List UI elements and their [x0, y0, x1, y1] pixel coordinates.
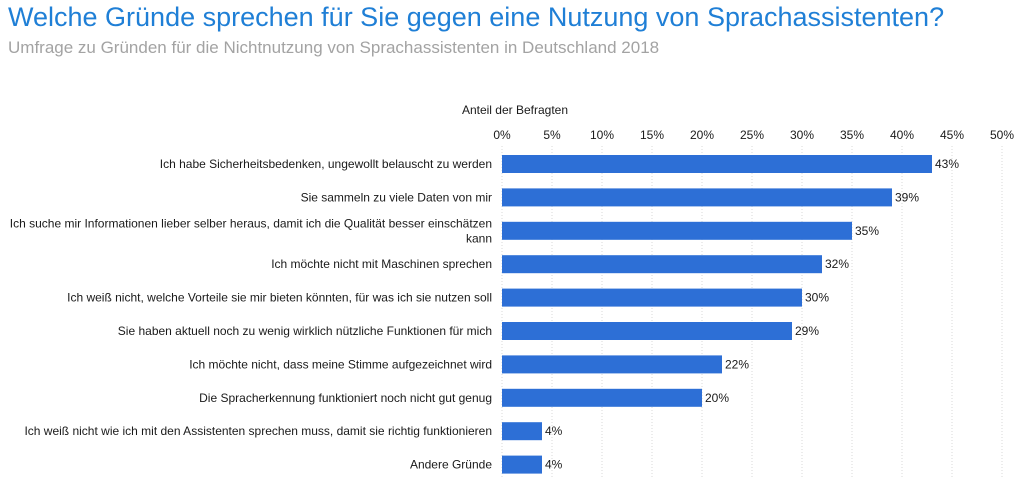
- value-label: 35%: [855, 224, 879, 238]
- category-label: Ich weiß nicht wie ich mit den Assistent…: [24, 424, 492, 438]
- x-tick-label: 50%: [990, 128, 1014, 142]
- bar: [502, 355, 722, 374]
- bar: [502, 221, 852, 240]
- bar: [502, 455, 542, 474]
- bar: [502, 188, 892, 207]
- value-label: 30%: [805, 291, 829, 305]
- category-label: Die Spracherkennung funktioniert noch ni…: [199, 391, 492, 405]
- category-label: Ich habe Sicherheitsbedenken, ungewollt …: [160, 157, 492, 171]
- bar: [502, 422, 542, 441]
- x-tick-label: 0%: [493, 128, 511, 142]
- category-label: Sie haben aktuell noch zu wenig wirklich…: [118, 324, 492, 338]
- x-tick-label: 20%: [690, 128, 714, 142]
- category-label: Ich suche mir Informationen lieber selbe…: [10, 216, 492, 245]
- bar: [502, 322, 792, 340]
- value-label: 43%: [935, 157, 959, 171]
- x-tick-label: 25%: [740, 128, 764, 142]
- x-tick-label: 5%: [543, 128, 561, 142]
- value-label: 4%: [545, 458, 563, 472]
- x-axis-label: Anteil der Befragten: [462, 103, 568, 117]
- x-tick-label: 10%: [590, 128, 614, 142]
- x-tick-label: 15%: [640, 128, 664, 142]
- bar: [502, 388, 702, 407]
- value-label: 22%: [725, 357, 749, 371]
- x-tick-label: 40%: [890, 128, 914, 142]
- bar: [502, 288, 802, 307]
- chart-title: Welche Gründe sprechen für Sie gegen ein…: [8, 2, 945, 32]
- bar: [502, 155, 932, 173]
- value-label: 32%: [825, 257, 849, 271]
- value-label: 39%: [895, 190, 919, 204]
- value-label: 29%: [795, 324, 819, 338]
- chart-subtitle: Umfrage zu Gründen für die Nichtnutzung …: [8, 38, 660, 57]
- category-label: Ich möchte nicht mit Maschinen sprechen: [271, 257, 492, 271]
- category-label: Ich weiß nicht, welche Vorteile sie mir …: [67, 291, 492, 305]
- value-label: 20%: [705, 391, 729, 405]
- bar: [502, 255, 822, 274]
- x-tick-label: 30%: [790, 128, 814, 142]
- category-label: Ich möchte nicht, dass meine Stimme aufg…: [189, 357, 492, 371]
- category-label: Sie sammeln zu viele Daten von mir: [301, 190, 492, 204]
- category-label: Andere Gründe: [410, 458, 492, 472]
- x-tick-label: 45%: [940, 128, 964, 142]
- x-tick-label: 35%: [840, 128, 864, 142]
- value-label: 4%: [545, 424, 563, 438]
